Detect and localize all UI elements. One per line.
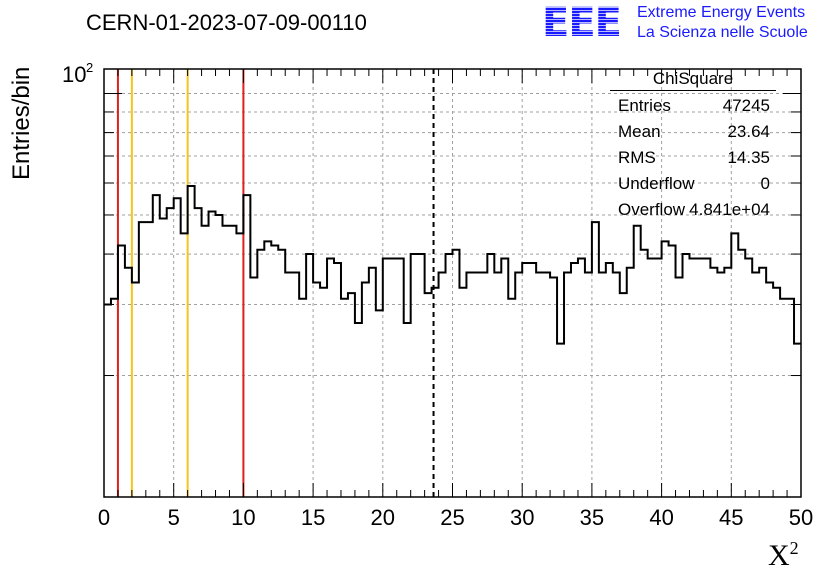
stat-row: Mean 23.64 [610, 119, 776, 145]
x-axis-label: X2 [768, 538, 799, 573]
stats-title: ChiSquare [610, 68, 776, 91]
x-tick-label: 15 [301, 505, 325, 530]
run-title: CERN-01-2023-07-09-00110 [86, 10, 367, 35]
stats-box: ChiSquare Entries 47245 Mean 23.64 RMS 14.3… [610, 68, 776, 223]
stat-value: 14.35 [727, 148, 770, 167]
y-tick-label-base: 10 [62, 62, 86, 87]
eee-logo: EEE [542, 0, 622, 46]
x-tick-label: 25 [440, 505, 464, 530]
x-axis-label-base: X [768, 539, 790, 572]
x-tick-label: 50 [789, 505, 813, 530]
x-tick-label: 45 [719, 505, 743, 530]
stat-value: 0 [760, 174, 770, 193]
x-tick-label: 0 [98, 505, 110, 530]
y-tick-label-exp: 2 [86, 60, 93, 75]
x-tick-label: 20 [371, 505, 395, 530]
stat-value: 47245 [722, 96, 770, 115]
stat-value: 23.64 [727, 122, 770, 141]
y-axis-ticks [104, 92, 801, 377]
stat-label: Overflow [618, 200, 686, 219]
marker-lines [116, 69, 435, 497]
histogram-series [104, 184, 801, 345]
y-tick-label: 10 2 [62, 60, 93, 87]
x-tick-label: 40 [649, 505, 673, 530]
x-axis-label-exp: 2 [789, 538, 799, 558]
x-tick-label: 10 [231, 505, 255, 530]
stat-label: Mean [618, 122, 661, 141]
stat-row: Underflow 0 [610, 171, 776, 197]
stat-row: RMS 14.35 [610, 145, 776, 171]
stat-row: Overflow 4.841e+04 [610, 197, 776, 223]
x-tick-label: 35 [580, 505, 604, 530]
org-name-line2: La Scienza nelle Scuole [637, 24, 808, 41]
stat-label: Entries [618, 96, 671, 115]
stat-label: Underflow [618, 174, 695, 193]
stat-value: 4.841e+04 [689, 200, 770, 219]
x-axis-ticks: 0 5 10 15 20 25 30 35 40 45 50 [98, 69, 813, 530]
stat-label: RMS [618, 148, 656, 167]
x-tick-label: 5 [168, 505, 180, 530]
x-tick-label: 30 [510, 505, 534, 530]
y-axis-label: Entries/bin [8, 66, 35, 180]
org-name-line1: Extreme Energy Events [637, 4, 806, 21]
stat-row: Entries 47245 [610, 93, 776, 119]
